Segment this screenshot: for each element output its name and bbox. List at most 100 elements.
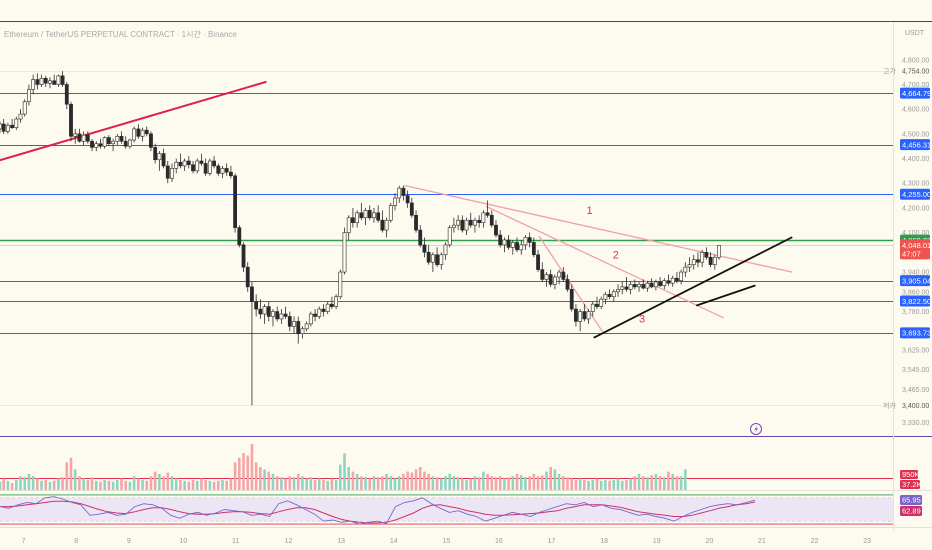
day-label-10: 17 bbox=[548, 538, 556, 545]
candle-body-167 bbox=[700, 252, 705, 263]
volume-bar-75 bbox=[313, 479, 317, 490]
volume-bar-95 bbox=[397, 476, 401, 490]
rsi-tag-0-bg bbox=[900, 495, 922, 505]
volume-bar-113 bbox=[473, 476, 477, 490]
volume-bar-62 bbox=[259, 467, 262, 490]
candle-124 bbox=[519, 239, 524, 255]
annotation-1: 2 bbox=[613, 249, 619, 261]
volume-bar-138 bbox=[578, 478, 582, 490]
volume-bar-126 bbox=[528, 476, 531, 490]
candle-body-101 bbox=[422, 244, 427, 253]
candle-body-98 bbox=[409, 202, 414, 216]
volume-bar-16 bbox=[65, 462, 69, 490]
volume-bar-112 bbox=[469, 478, 473, 490]
candle-69 bbox=[287, 311, 292, 332]
volume-bar-135 bbox=[566, 477, 569, 490]
rsi-tag-0: 65.95 bbox=[900, 495, 922, 505]
price-tick-9: 3,860.00 bbox=[902, 289, 929, 296]
volume-bar-27 bbox=[111, 481, 115, 490]
candle-body-159 bbox=[666, 280, 671, 284]
high-label: 고가 bbox=[883, 67, 896, 76]
candle-body-43 bbox=[178, 161, 183, 167]
candle-10 bbox=[39, 74, 44, 87]
candle-body-146 bbox=[611, 291, 616, 298]
volume-bar-71 bbox=[296, 473, 300, 490]
volume-bar-22 bbox=[90, 477, 94, 490]
candle-body-143 bbox=[599, 298, 604, 307]
volume-bar-88 bbox=[368, 478, 372, 490]
candle-107 bbox=[447, 225, 452, 248]
candle-91 bbox=[380, 210, 385, 233]
candle-body-89 bbox=[372, 212, 376, 219]
candle-body-163 bbox=[683, 266, 688, 273]
candle-131 bbox=[548, 269, 553, 287]
volume-bar-4 bbox=[15, 479, 18, 490]
candle-112 bbox=[468, 212, 473, 228]
candle-21 bbox=[85, 131, 90, 144]
volume-tag-0: 950K bbox=[900, 470, 920, 479]
candle-136 bbox=[569, 284, 574, 312]
candle-body-7 bbox=[27, 89, 31, 103]
candle-body-109 bbox=[456, 219, 461, 226]
volume-bar-141 bbox=[591, 479, 595, 490]
trendline-0 bbox=[0, 81, 267, 162]
volume-bar-110 bbox=[461, 478, 464, 490]
volume-bar-108 bbox=[452, 476, 456, 490]
candle-103 bbox=[430, 252, 435, 273]
candle-body-25 bbox=[102, 137, 107, 147]
volume-bar-20 bbox=[82, 478, 85, 490]
candle-64 bbox=[266, 301, 271, 322]
candle-145 bbox=[607, 289, 612, 300]
candle-body-62 bbox=[258, 308, 263, 315]
candle-body-53 bbox=[220, 168, 225, 174]
volume-bar-2 bbox=[6, 480, 10, 490]
candle-98 bbox=[409, 198, 414, 218]
candle-97 bbox=[405, 190, 410, 208]
rsi-band bbox=[0, 497, 893, 522]
candle-body-33 bbox=[136, 128, 141, 137]
candle-body-160 bbox=[670, 277, 675, 284]
candle-body-130 bbox=[544, 274, 549, 280]
candle-body-80 bbox=[334, 296, 338, 307]
day-label-5: 12 bbox=[285, 538, 293, 545]
volume-bar-18 bbox=[73, 469, 77, 490]
volume-bar-142 bbox=[595, 478, 599, 490]
candle-body-19 bbox=[77, 133, 82, 142]
candles bbox=[0, 71, 721, 406]
volume-bar-47 bbox=[195, 480, 199, 490]
candle-body-105 bbox=[439, 254, 444, 265]
candle-7 bbox=[27, 84, 31, 106]
candle-66 bbox=[275, 306, 280, 322]
candle-body-22 bbox=[90, 140, 94, 148]
candle-body-11 bbox=[43, 78, 48, 84]
volume-bar-65 bbox=[271, 473, 275, 490]
lightning-icon[interactable] bbox=[750, 423, 762, 435]
candle-body-56 bbox=[233, 175, 238, 228]
candle-139 bbox=[582, 304, 587, 322]
candle-body-93 bbox=[388, 205, 393, 221]
rsi-ma-line bbox=[0, 500, 756, 524]
price-tick-14: 3,330.00 bbox=[902, 420, 929, 427]
volume-bar-92 bbox=[385, 473, 388, 490]
candle-130 bbox=[544, 272, 549, 287]
volume-bar-150 bbox=[629, 478, 632, 490]
candle-12 bbox=[48, 77, 52, 89]
candle-body-142 bbox=[595, 303, 599, 307]
candle-71 bbox=[296, 316, 301, 344]
volume-bar-147 bbox=[616, 478, 620, 490]
volume-bar-53 bbox=[221, 479, 224, 490]
volume-bar-91 bbox=[381, 476, 384, 490]
candle-body-48 bbox=[199, 160, 204, 164]
candle-body-40 bbox=[165, 165, 170, 179]
candle-body-20 bbox=[81, 134, 86, 142]
volume-bar-35 bbox=[145, 480, 149, 490]
trendline-1 bbox=[404, 185, 793, 273]
day-label-13: 20 bbox=[705, 538, 713, 545]
candle-body-165 bbox=[691, 259, 696, 265]
price-tick-0: 4,800.00 bbox=[902, 57, 929, 64]
volume-bar-163 bbox=[684, 469, 687, 490]
volume-bar-1 bbox=[2, 478, 5, 490]
volume-bar-137 bbox=[574, 479, 578, 490]
candle-88 bbox=[367, 205, 372, 221]
